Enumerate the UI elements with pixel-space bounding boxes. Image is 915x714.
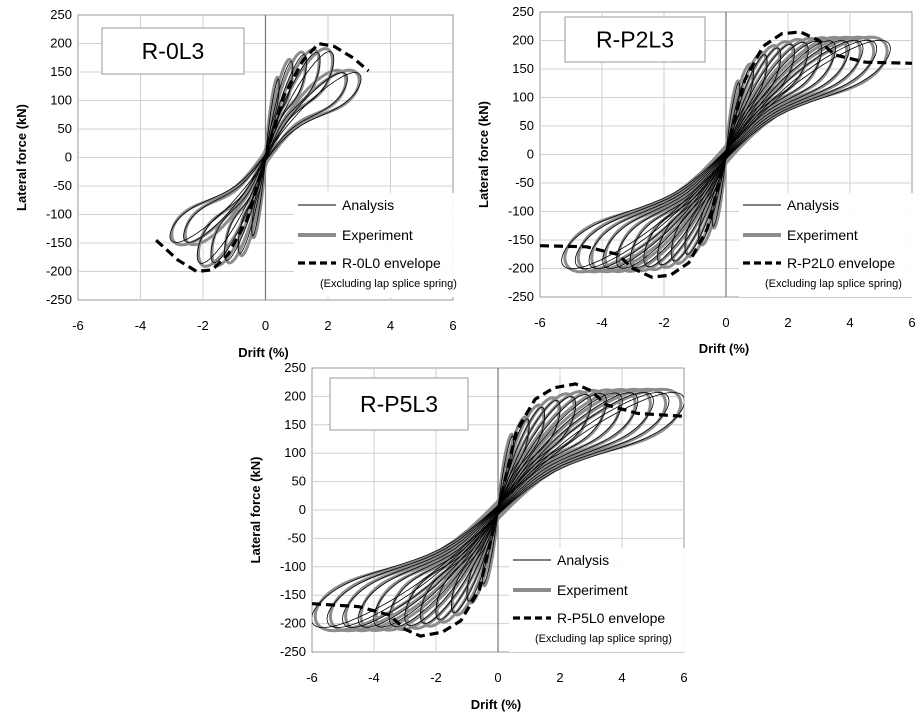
x-tick-label: 6 xyxy=(680,670,687,685)
y-tick-label: 100 xyxy=(284,445,306,460)
title-box xyxy=(329,377,469,431)
y-tick-label: 250 xyxy=(50,7,72,22)
legend-label-experiment: Experiment xyxy=(557,582,628,598)
legend-note: (Excluding lap splice spring) xyxy=(535,633,672,645)
y-tick-label: -100 xyxy=(46,207,72,222)
y-tick-label: -200 xyxy=(46,264,72,279)
y-tick-label: -150 xyxy=(46,235,72,250)
x-tick-label: 6 xyxy=(908,315,915,330)
chart-panel-1: 250 200 150 100 50 0 -50 -100 -150 -200 -250-6 -4 -2… xyxy=(14,7,494,360)
legend: Analysis Experiment R-0L0 envelope (Excludi… xyxy=(294,193,494,297)
chart-title: R-P5L3 xyxy=(360,391,438,417)
chart-title: R-P2L3 xyxy=(596,27,674,53)
y-tick-label: 50 xyxy=(58,121,72,136)
x-tick-label: -6 xyxy=(72,318,84,333)
chart-panel-2: 250 200 150 100 50 0 -50 -100 -150 -200 -250-6 -4 -2… xyxy=(476,4,915,356)
y-tick-label: -50 xyxy=(515,175,534,190)
plot-content xyxy=(312,382,684,638)
envelope-line xyxy=(155,41,370,274)
chart-title: R-0L3 xyxy=(142,38,205,64)
x-axis-label: Drift (%) xyxy=(471,697,522,712)
x-tick-label: 4 xyxy=(618,670,625,685)
y-tick-label: -50 xyxy=(53,178,72,193)
y-tick-label: 200 xyxy=(284,388,306,403)
y-tick-label: 150 xyxy=(284,417,306,432)
x-tick-label: 6 xyxy=(449,318,456,333)
y-tick-label: 200 xyxy=(512,33,534,48)
y-tick-label: 200 xyxy=(50,36,72,51)
legend-bg xyxy=(294,193,494,297)
x-tick-label: 0 xyxy=(722,315,729,330)
x-tick-label: -4 xyxy=(368,670,380,685)
y-tick-label: -100 xyxy=(508,204,534,219)
legend: Analysis Experiment R-P2L0 envelope (Exclud… xyxy=(739,193,915,297)
y-tick-label: 0 xyxy=(527,147,534,162)
x-tick-label: 2 xyxy=(324,318,331,333)
legend-note: (Excluding lap splice spring) xyxy=(765,278,902,290)
legend-label-experiment: Experiment xyxy=(342,227,413,243)
legend-label-analysis: Analysis xyxy=(787,197,839,213)
x-tick-label: -4 xyxy=(596,315,608,330)
experiment-loop xyxy=(563,35,889,274)
y-axis-label: Lateral force (kN) xyxy=(14,104,29,211)
y-tick-label: -100 xyxy=(280,559,306,574)
experiment-loop xyxy=(170,68,361,247)
y-tick-label: 50 xyxy=(292,474,306,489)
y-axis-label: Lateral force (kN) xyxy=(248,457,263,564)
plot-content xyxy=(155,41,370,274)
y-tick-label: 250 xyxy=(284,360,306,375)
chart-panel-3: 250 200 150 100 50 0 -50 -100 -150 -200 -250-6 -4 -2… xyxy=(248,360,709,712)
x-tick-label: 4 xyxy=(387,318,394,333)
y-tick-label: -250 xyxy=(280,644,306,659)
y-tick-label: -200 xyxy=(508,261,534,276)
y-tick-label: 100 xyxy=(512,90,534,105)
x-tick-label: 4 xyxy=(846,315,853,330)
y-tick-label: -150 xyxy=(508,232,534,247)
title-box xyxy=(564,16,706,63)
legend-bg xyxy=(739,193,915,297)
y-tick-label: 150 xyxy=(512,61,534,76)
y-tick-label: 50 xyxy=(520,118,534,133)
x-tick-label: 0 xyxy=(262,318,269,333)
legend-label-envelope: R-P5L0 envelope xyxy=(557,610,665,626)
x-tick-label: 2 xyxy=(784,315,791,330)
envelope-line xyxy=(312,382,684,638)
plot-content xyxy=(540,30,912,279)
legend-label-experiment: Experiment xyxy=(787,227,858,243)
x-tick-label: -4 xyxy=(135,318,147,333)
y-tick-label: -250 xyxy=(508,289,534,304)
title-box xyxy=(101,27,245,75)
x-tick-label: -2 xyxy=(430,670,442,685)
legend-label-envelope: R-0L0 envelope xyxy=(342,255,441,271)
x-tick-label: -2 xyxy=(658,315,670,330)
y-tick-label: -200 xyxy=(280,616,306,631)
legend-label-analysis: Analysis xyxy=(342,197,394,213)
y-tick-label: 100 xyxy=(50,93,72,108)
x-tick-label: 0 xyxy=(494,670,501,685)
y-axis-label: Lateral force (kN) xyxy=(476,101,491,208)
x-tick-label: -6 xyxy=(306,670,318,685)
y-tick-label: 150 xyxy=(50,64,72,79)
x-tick-label: -2 xyxy=(197,318,209,333)
y-tick-label: 0 xyxy=(65,150,72,165)
legend-label-envelope: R-P2L0 envelope xyxy=(787,255,895,271)
legend-label-analysis: Analysis xyxy=(557,552,609,568)
y-tick-label: -250 xyxy=(46,292,72,307)
legend-bg xyxy=(509,548,709,652)
x-axis-label: Drift (%) xyxy=(699,341,750,356)
envelope-line xyxy=(540,30,912,279)
x-tick-label: -6 xyxy=(534,315,546,330)
y-tick-label: -150 xyxy=(280,587,306,602)
y-tick-label: 0 xyxy=(299,502,306,517)
y-tick-label: 250 xyxy=(512,4,534,19)
x-tick-label: 2 xyxy=(556,670,563,685)
legend-note: (Excluding lap splice spring) xyxy=(320,278,457,290)
legend: Analysis Experiment R-P5L0 envelope (Exclud… xyxy=(509,548,709,652)
y-tick-label: -50 xyxy=(287,530,306,545)
experiment-loop xyxy=(313,387,683,633)
x-axis-label: Drift (%) xyxy=(238,345,289,360)
